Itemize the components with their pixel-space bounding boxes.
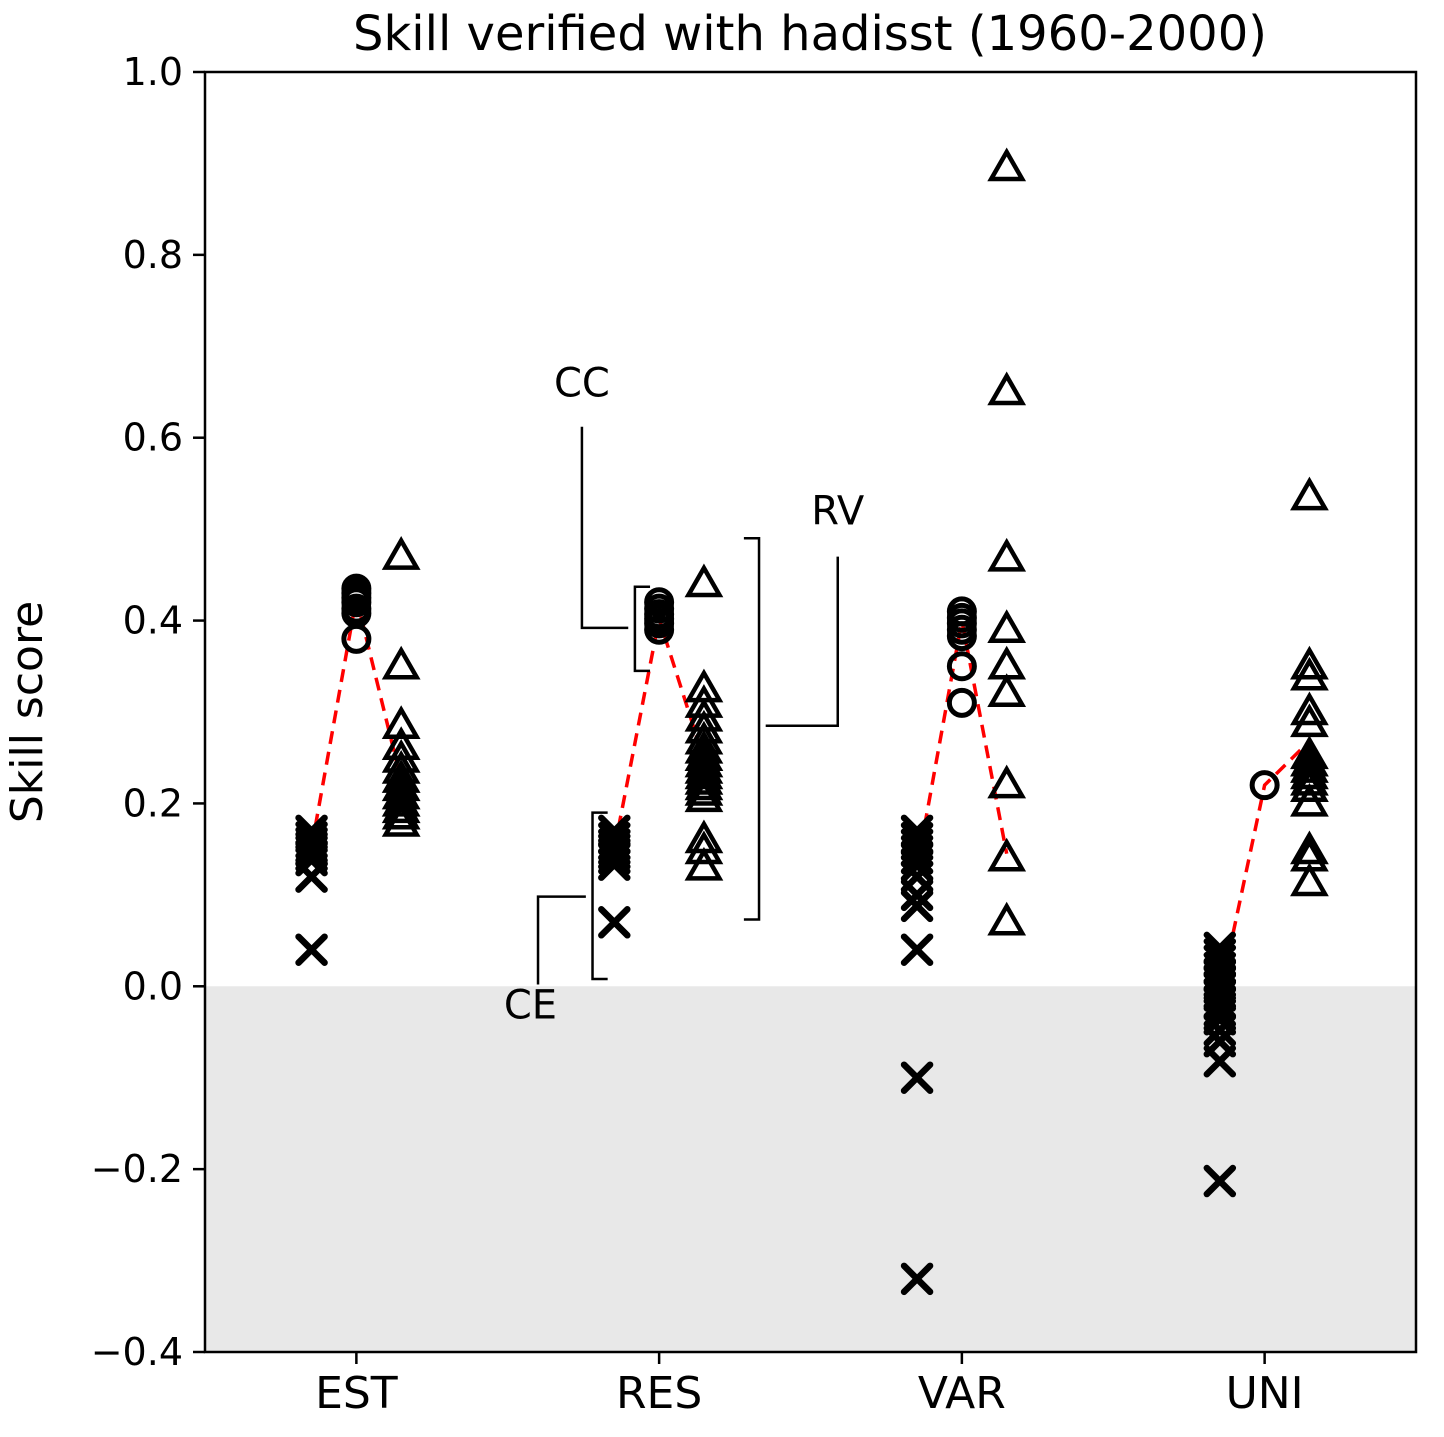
triangle-marker [987, 609, 1027, 643]
triangle-marker [987, 537, 1027, 572]
triangle-marker [1290, 656, 1329, 691]
triangle-marker [381, 782, 421, 817]
annotation-label-cc: CC [554, 361, 610, 407]
x-marker [1203, 1002, 1237, 1036]
triangle-marker [1290, 645, 1329, 680]
triangle-marker [684, 778, 724, 813]
triangle-marker [1290, 782, 1329, 817]
y-tick-label: −0.4 [91, 1330, 183, 1374]
triangle-marker [381, 803, 421, 837]
x-marker [900, 849, 934, 882]
triangle-marker [987, 764, 1027, 799]
annotation-connector-cc [580, 426, 629, 630]
plot-frame [203, 70, 1418, 1354]
circle-marker [946, 687, 977, 718]
annotation-bracket-rv [743, 537, 761, 921]
annotation-connector-rv [765, 556, 839, 727]
triangle-marker [1290, 761, 1329, 796]
circle-marker [1249, 770, 1280, 801]
y-tick-label: 0.4 [123, 599, 183, 643]
triangle-marker [381, 536, 421, 570]
triangle-marker [381, 705, 421, 739]
x-marker [598, 906, 631, 939]
triangle-marker [987, 371, 1027, 406]
x-marker [295, 860, 328, 893]
triangle-marker [987, 673, 1027, 707]
circle-marker [341, 623, 372, 654]
y-tick-label: 0.2 [123, 781, 183, 825]
annotation-bracket-cc [633, 585, 651, 673]
x-marker [295, 933, 328, 966]
x-tick-label-res: RES [616, 1368, 702, 1419]
circle-marker [946, 621, 977, 652]
triangle-marker [684, 846, 724, 881]
triangle-marker [1290, 703, 1329, 738]
triangle-marker [684, 771, 724, 806]
x-marker [900, 878, 934, 912]
x-marker [598, 842, 631, 875]
triangle-marker [987, 147, 1027, 182]
y-tick-label: 0.0 [123, 964, 183, 1008]
triangle-marker [381, 789, 421, 824]
triangle-marker [1290, 476, 1329, 511]
x-tick-label-uni: UNI [1226, 1368, 1304, 1419]
triangle-marker [1290, 862, 1329, 897]
x-marker [900, 889, 934, 923]
x-marker [900, 1262, 934, 1296]
triangle-marker [684, 830, 724, 865]
triangle-marker [1290, 749, 1329, 783]
triangle-marker [987, 901, 1027, 936]
annotation-bracket-ce [591, 811, 608, 981]
x-marker [1203, 1045, 1237, 1078]
circle-marker [644, 614, 675, 645]
triangle-marker [381, 795, 421, 830]
triangle-marker [987, 837, 1027, 872]
annotation-label-ce: CE [504, 982, 557, 1028]
x-marker [598, 848, 631, 881]
plot-area: 1.0 0.8 0.6 0.4 0.2 0.0 −0.2 −0.4 EST RES VAR UNI CC… [91, 50, 1418, 1419]
y-tick-label: 1.0 [123, 50, 183, 94]
mean-line-uni [1218, 740, 1311, 996]
circle-marker [946, 651, 977, 682]
y-axis-label: Skill score [2, 601, 53, 823]
x-tick-label-est: EST [315, 1368, 398, 1419]
triangle-marker [1290, 691, 1329, 726]
y-tick-label: −0.2 [91, 1147, 183, 1191]
mean-line-var [915, 620, 1009, 868]
x-tick-label-var: VAR [918, 1368, 1006, 1419]
chart-title: Skill verified with hadisst (1960-2000) [353, 6, 1267, 62]
triangle-marker [684, 766, 724, 801]
triangle-marker [684, 563, 724, 598]
triangle-marker [381, 645, 421, 680]
x-marker [1203, 1164, 1237, 1198]
x-marker [900, 1061, 934, 1094]
x-marker [900, 933, 934, 966]
triangle-marker [1290, 768, 1329, 803]
annotation-connector-ce [536, 895, 586, 985]
annotation-label-rv: RV [811, 489, 865, 535]
y-tick-label: 0.6 [123, 416, 183, 460]
y-tick-label: 0.8 [123, 233, 183, 277]
triangle-marker [684, 760, 724, 795]
x-marker [1203, 1013, 1237, 1047]
triangle-marker [1290, 830, 1329, 865]
